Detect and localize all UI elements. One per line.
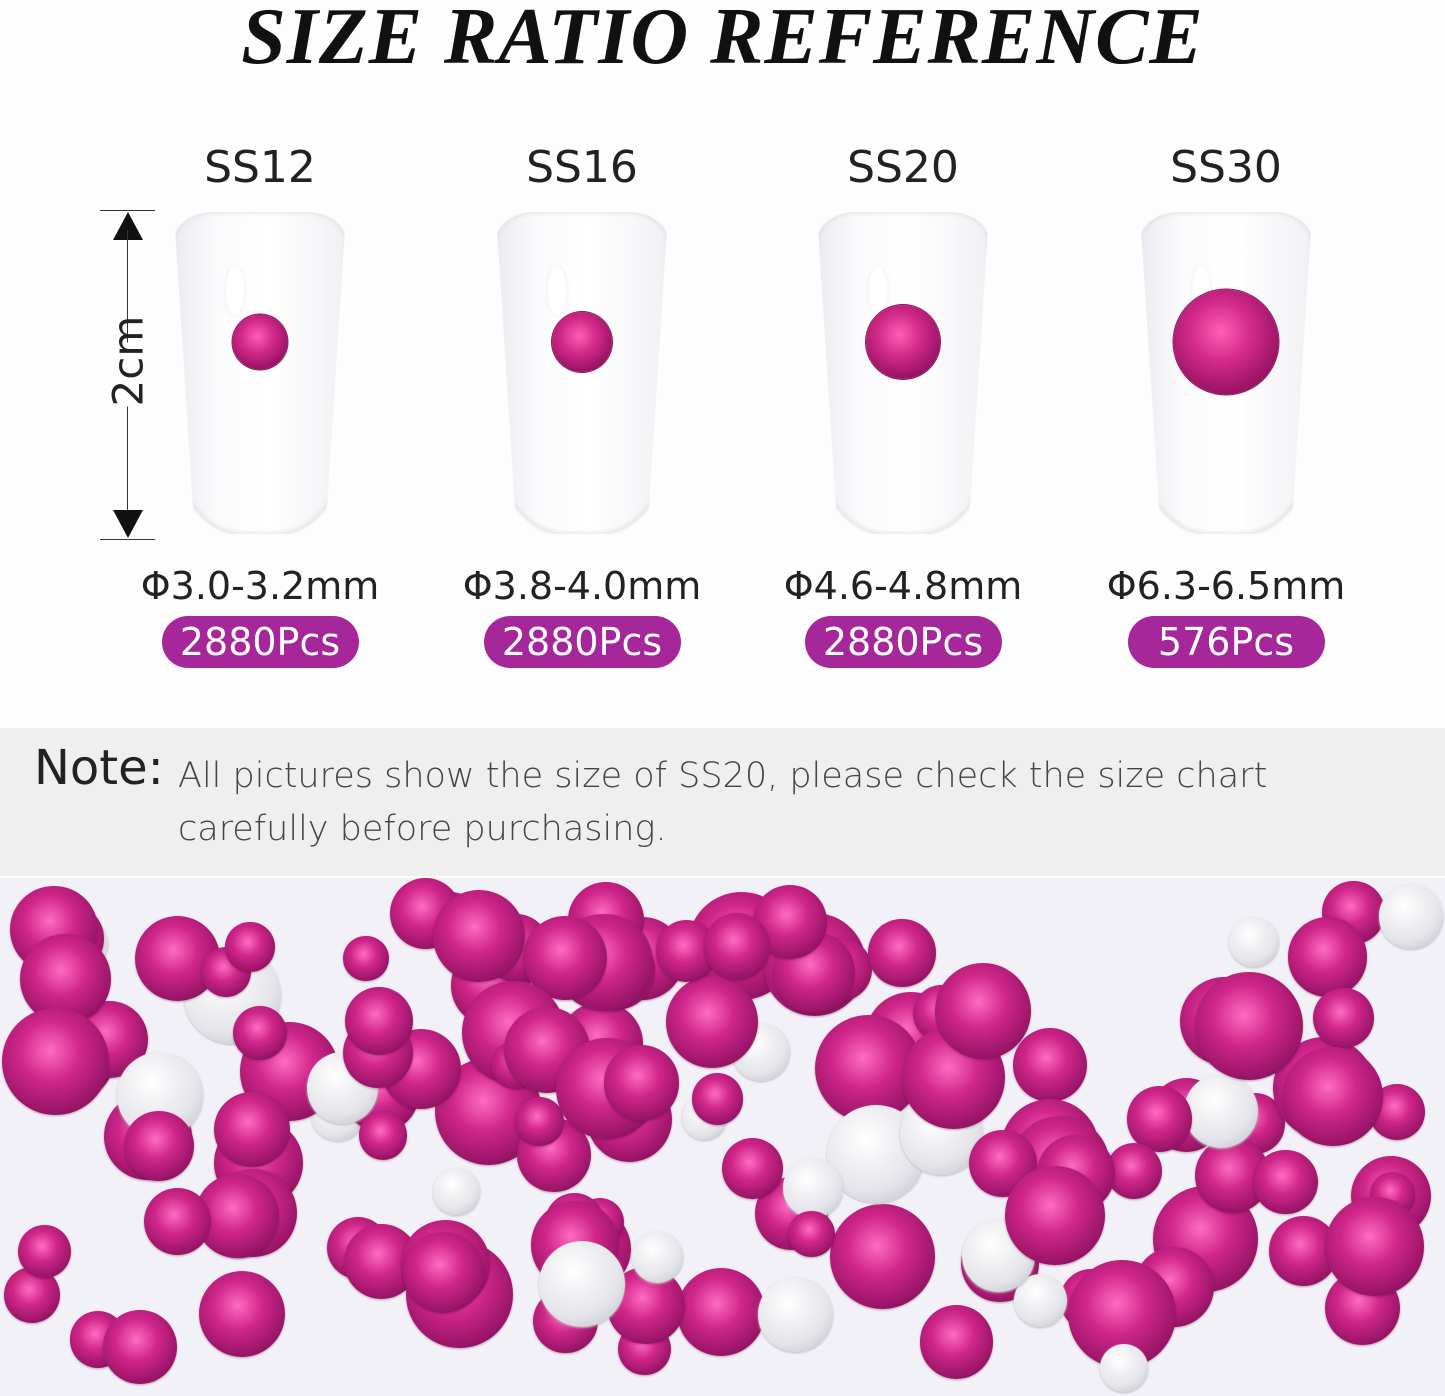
nail-tip-image xyxy=(817,212,989,534)
rhinestone-icon xyxy=(343,935,390,982)
rhinestone-icon xyxy=(214,1091,290,1167)
dimension-indicator: 2cm xyxy=(100,210,155,540)
nail-tip-image xyxy=(1140,212,1312,534)
rhinestone-back-icon xyxy=(1378,884,1444,949)
rhinestone-icon xyxy=(1313,987,1374,1049)
size-column-ss16: SS16 Φ3.8-4.0mm 2880Pcs xyxy=(422,140,742,668)
note-text: All pictures show the size of SS20, plea… xyxy=(178,756,1268,849)
rhinestone-icon xyxy=(703,913,770,980)
rhinestone-icon xyxy=(1283,1046,1383,1147)
rhinestone-icon xyxy=(1012,1027,1088,1103)
count-badge: 2880Pcs xyxy=(161,616,359,668)
size-column-ss30: SS30 Φ6.3-6.5mm 576Pcs xyxy=(1066,140,1386,668)
size-diameter: Φ4.6-4.8mm xyxy=(783,564,1023,608)
rhinestone-icon xyxy=(1127,1086,1193,1152)
rhinestone-icon xyxy=(603,1045,680,1121)
rhinestone-back-icon xyxy=(1229,916,1280,967)
arrow-up-icon xyxy=(113,212,143,240)
rhinestone-icon xyxy=(1252,1149,1318,1215)
arrow-down-icon xyxy=(113,510,143,538)
rhinestone-back-icon xyxy=(631,1231,684,1283)
rhinestone-back-icon xyxy=(783,1158,844,1218)
rhinestone-icon xyxy=(17,1224,72,1279)
rhinestone-icon xyxy=(225,922,275,972)
dimension-tick-top xyxy=(100,210,155,211)
rhinestones-photo xyxy=(0,878,1445,1396)
size-name: SS16 xyxy=(526,142,638,193)
size-column-ss20: SS20 Φ4.6-4.8mm 2880Pcs xyxy=(743,140,1063,668)
rhinestone-icon xyxy=(232,314,288,370)
rhinestone-icon xyxy=(722,1138,784,1200)
rhinestone-icon xyxy=(1173,289,1279,395)
rhinestone-icon xyxy=(691,1073,744,1126)
size-name: SS20 xyxy=(847,142,959,193)
rhinestone-back-icon xyxy=(433,1168,480,1215)
size-column-ss12: SS12 Φ3.0-3.2mm 2880Pcs xyxy=(100,140,420,668)
rhinestone-icon xyxy=(552,312,612,372)
rhinestone-icon xyxy=(1325,1196,1425,1296)
rhinestone-icon xyxy=(2,1007,110,1115)
rhinestone-icon xyxy=(665,975,759,1069)
rhinestone-icon xyxy=(919,1305,994,1379)
dimension-tick-bottom xyxy=(100,539,155,540)
rhinestone-icon xyxy=(402,1231,485,1314)
rhinestone-back-icon xyxy=(1100,1344,1148,1392)
rhinestone-icon xyxy=(144,1187,212,1255)
rhinestone-icon xyxy=(866,305,940,379)
rhinestone-icon xyxy=(103,1310,178,1384)
count-badge: 576Pcs xyxy=(1127,616,1325,668)
count-badge: 2880Pcs xyxy=(483,616,681,668)
note-label: Note: xyxy=(34,740,164,796)
rhinestone-icon xyxy=(124,1110,195,1181)
rhinestone-icon xyxy=(345,987,414,1056)
size-name: SS30 xyxy=(1170,142,1282,193)
rhinestone-icon xyxy=(198,1270,286,1358)
rhinestone-icon xyxy=(935,963,1031,1059)
rhinestone-icon xyxy=(1194,971,1303,1080)
rhinestone-icon xyxy=(829,1204,935,1310)
nail-tip-image xyxy=(496,212,668,534)
rhinestone-back-icon xyxy=(538,1241,625,1328)
rhinestone-icon xyxy=(515,1097,564,1146)
rhinestone-icon xyxy=(358,1111,408,1160)
rhinestone-back-icon xyxy=(1184,1073,1259,1149)
rhinestone-icon xyxy=(676,1267,765,1356)
nail-tip-image xyxy=(174,212,346,534)
rhinestone-icon xyxy=(1005,1165,1105,1265)
rhinestone-icon xyxy=(232,1005,288,1061)
count-badge: 2880Pcs xyxy=(804,616,1002,668)
page-title: SIZE RATIO REFERENCE xyxy=(241,0,1204,81)
size-name: SS12 xyxy=(204,142,316,193)
rhinestone-back-icon xyxy=(758,1277,833,1352)
note-banner: Note: All pictures show the size of SS20… xyxy=(0,728,1445,876)
rhinestone-icon xyxy=(868,919,936,987)
size-diameter: Φ3.8-4.0mm xyxy=(462,564,702,608)
size-diameter: Φ3.0-3.2mm xyxy=(140,564,380,608)
rhinestone-icon xyxy=(432,890,525,983)
rhinestone-icon xyxy=(1287,917,1368,997)
size-diameter: Φ6.3-6.5mm xyxy=(1106,564,1346,608)
rhinestone-icon xyxy=(788,1210,836,1258)
